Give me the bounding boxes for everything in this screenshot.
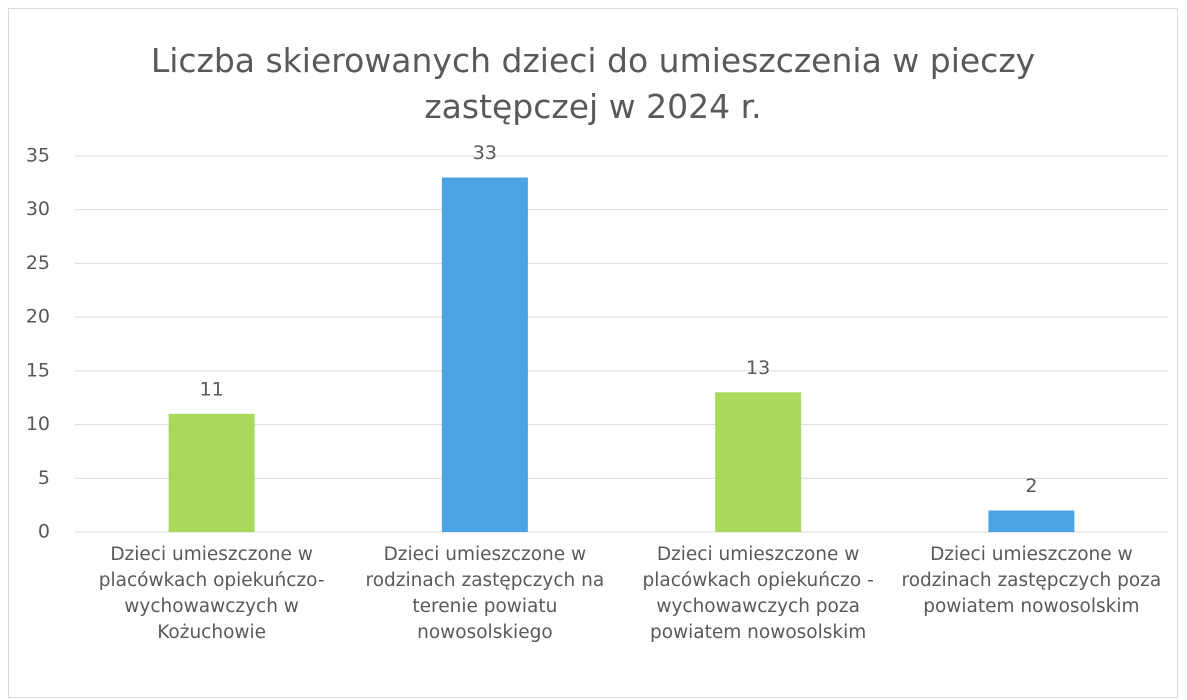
x-tick-label: Dzieci umieszczone w placówkach opiekuńc… bbox=[98, 544, 325, 643]
x-tick-label: Dzieci umieszczone w placówkach opiekuńc… bbox=[642, 544, 874, 643]
bar bbox=[168, 413, 255, 532]
x-tick-label: Dzieci umieszczone w rodzinach zastępczy… bbox=[901, 544, 1162, 617]
y-tick-label: 0 bbox=[38, 521, 50, 543]
y-tick-label: 5 bbox=[38, 467, 50, 489]
chart-title: Liczba skierowanych dzieci do umieszczen… bbox=[150, 41, 1036, 126]
y-tick-label: 10 bbox=[26, 413, 50, 435]
y-tick-label: 20 bbox=[26, 306, 50, 328]
y-tick-label: 35 bbox=[26, 145, 50, 167]
y-tick-label: 30 bbox=[26, 198, 50, 220]
y-tick-label: 15 bbox=[26, 359, 50, 381]
data-label: 2 bbox=[1025, 475, 1037, 497]
data-label: 33 bbox=[473, 142, 497, 164]
bar bbox=[715, 392, 802, 532]
x-tick-label: Dzieci umieszczone w rodzinach zastępczy… bbox=[365, 544, 605, 643]
bar bbox=[988, 510, 1075, 532]
bar bbox=[441, 177, 528, 532]
data-label: 11 bbox=[200, 378, 224, 400]
data-label: 13 bbox=[746, 357, 770, 379]
chart-frame bbox=[8, 8, 1178, 698]
y-tick-label: 25 bbox=[26, 252, 50, 274]
